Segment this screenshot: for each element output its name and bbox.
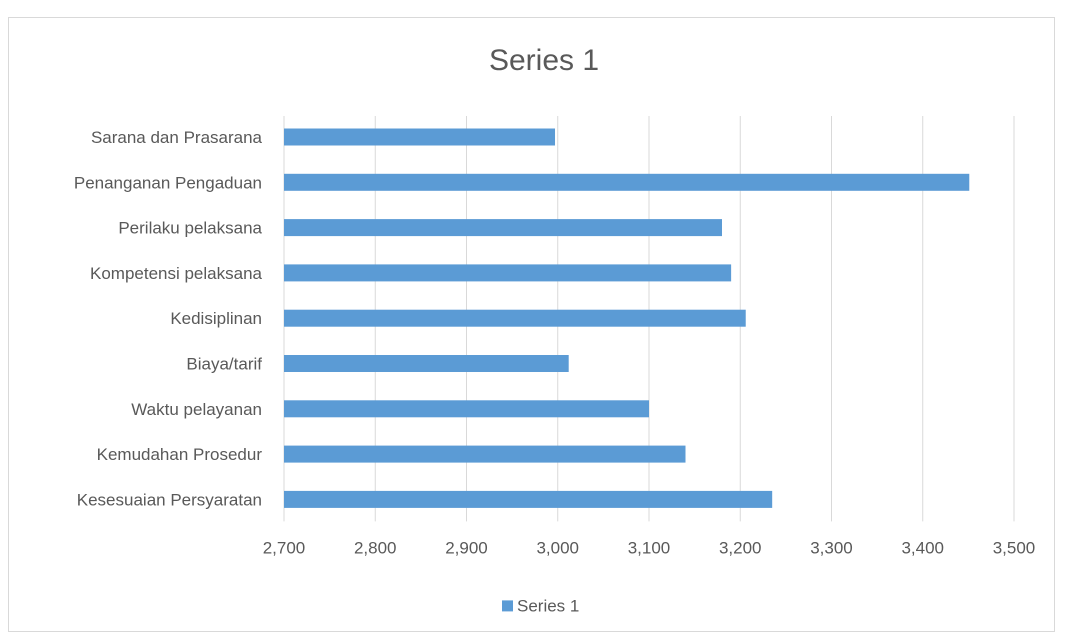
x-tick-label: 3,400 [901,538,944,557]
bar [284,309,746,327]
category-label: Perilaku pelaksana [118,219,262,238]
category-label: Kesesuaian Persyaratan [77,490,262,509]
x-tick-label: 3,500 [993,538,1036,557]
x-tick-label: 2,900 [445,538,488,557]
x-tick-label: 3,100 [628,538,671,557]
category-label: Sarana dan Prasarana [91,128,263,147]
legend-swatch [502,600,513,612]
bar [284,490,773,508]
bar [284,355,569,372]
bar-chart: Series 1 Sarana dan Prasarana Penanganan … [74,44,1036,615]
bars [284,128,970,508]
x-tick-label: 3,300 [810,538,853,557]
bar [284,128,556,146]
category-label: Kompetensi pelaksana [90,264,263,283]
category-label: Kedisiplinan [170,309,262,328]
category-label: Penanganan Pengaduan [74,173,262,192]
x-tick-label: 3,000 [536,538,579,557]
category-labels: Sarana dan Prasarana Penanganan Pengaduan… [74,128,263,509]
category-label: Waktu pelayanan [131,400,262,419]
bar [284,173,970,191]
chart-title: Series 1 [489,44,599,77]
x-tick-label: 2,700 [263,538,306,557]
bar [284,264,732,282]
category-label: Kemudahan Prosedur [97,445,263,464]
x-tick-label: 3,200 [719,538,762,557]
category-label: Biaya/tarif [186,355,262,374]
bar [284,400,649,418]
x-axis-tick-labels: 2,700 2,800 2,900 3,000 3,100 3,200 3,300 3,400… [263,538,1036,557]
bar [284,219,722,237]
x-tick-label: 2,800 [354,538,397,557]
chart-frame: Series 1 Sarana dan Prasarana Penanganan … [8,17,1055,632]
legend: Series 1 [502,596,579,615]
legend-label: Series 1 [517,596,579,615]
bar [284,445,686,463]
